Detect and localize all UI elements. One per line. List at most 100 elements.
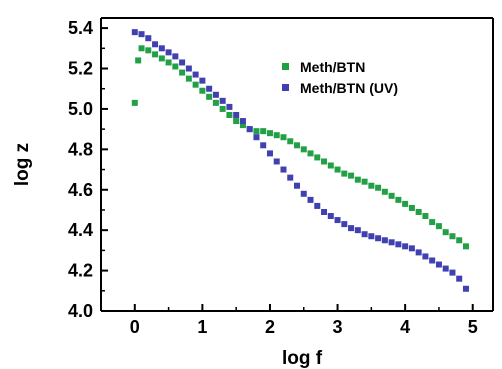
data-point: [266, 130, 273, 137]
y-ticks: 4.0 4.2 4.4 4.6 4.8 5.0 5.2 5.4: [68, 18, 108, 321]
data-point: [449, 269, 456, 276]
data-point: [354, 227, 361, 234]
data-point: [341, 170, 348, 177]
data-point: [280, 166, 287, 173]
data-point: [307, 196, 314, 203]
y-tick-label: 5.4: [68, 18, 93, 38]
data-point: [152, 41, 159, 48]
data-point: [381, 237, 388, 244]
data-point: [341, 221, 348, 228]
data-point: [192, 71, 199, 78]
data-point: [442, 265, 449, 272]
data-point: [361, 231, 368, 238]
data-point: [402, 200, 409, 207]
data-point: [219, 97, 226, 104]
data-point: [294, 182, 300, 189]
data-point: [239, 118, 246, 125]
data-point: [206, 93, 213, 100]
legend-marker-meth-btn: [282, 63, 289, 70]
data-point: [368, 233, 375, 240]
x-tick-label: 2: [265, 317, 275, 337]
data-point: [273, 158, 280, 165]
y-tick-label: 4.2: [68, 261, 93, 281]
x-tick-label: 0: [130, 317, 140, 337]
data-point: [145, 47, 152, 54]
data-point: [368, 182, 375, 189]
data-point: [327, 162, 334, 169]
data-point: [280, 134, 287, 141]
data-point: [415, 249, 422, 256]
data-point: [307, 150, 314, 157]
data-point: [226, 111, 233, 118]
data-point: [422, 253, 429, 260]
data-point: [375, 235, 382, 242]
data-point: [327, 213, 334, 220]
data-point: [321, 158, 328, 165]
y-tick-label: 4.6: [68, 180, 93, 200]
data-point: [388, 239, 395, 246]
data-point: [395, 196, 402, 203]
data-point: [179, 59, 186, 66]
data-point: [145, 35, 152, 42]
data-point: [165, 59, 172, 66]
x-ticks: 0 1 2 3 4 5: [130, 304, 478, 337]
y-tick-label: 4.4: [68, 220, 93, 240]
data-point: [314, 154, 321, 161]
data-point: [456, 237, 463, 244]
data-point: [185, 65, 192, 72]
data-point: [273, 132, 280, 139]
data-point: [253, 128, 260, 135]
x-tick-label: 5: [468, 317, 478, 337]
data-point: [334, 217, 341, 224]
data-point: [375, 184, 382, 191]
data-point: [266, 150, 273, 157]
data-point: [429, 257, 436, 264]
x-tick-label: 1: [197, 317, 207, 337]
legend-label-meth-btn: Meth/BTN: [300, 59, 365, 75]
data-point: [192, 81, 199, 88]
data-point: [402, 243, 409, 250]
data-point: [462, 285, 469, 292]
data-point: [260, 128, 267, 135]
data-point: [199, 77, 206, 84]
series-0: [131, 45, 469, 250]
data-point: [219, 105, 226, 112]
data-point: [300, 190, 307, 197]
data-point: [233, 118, 240, 125]
data-point: [334, 166, 341, 173]
y-axis-title: log z: [12, 143, 33, 186]
data-point: [179, 69, 186, 76]
data-point: [435, 261, 442, 268]
data-point: [131, 99, 138, 106]
data-point: [348, 172, 355, 179]
data-point: [435, 223, 442, 230]
x-tick-label: 4: [400, 317, 410, 337]
data-point: [361, 178, 368, 185]
data-point: [138, 31, 145, 38]
y-tick-label: 5.0: [68, 99, 93, 119]
data-point: [253, 134, 260, 141]
data-point: [422, 213, 429, 220]
series-1: [131, 29, 469, 292]
data-point: [287, 174, 294, 181]
data-point: [381, 188, 388, 195]
data-point: [246, 126, 253, 133]
data-point: [449, 233, 456, 240]
data-point: [408, 245, 415, 252]
data-point: [348, 225, 355, 232]
series-layer: [131, 29, 469, 292]
data-point: [456, 275, 463, 282]
data-point: [131, 29, 138, 36]
data-point: [442, 229, 449, 236]
data-point: [172, 63, 179, 70]
data-point: [321, 208, 328, 215]
data-point: [172, 53, 179, 60]
data-point: [199, 87, 206, 94]
data-point: [212, 99, 219, 106]
data-point: [354, 176, 361, 183]
y-tick-label: 4.0: [68, 301, 93, 321]
data-point: [314, 202, 321, 209]
data-point: [260, 142, 267, 149]
data-point: [226, 103, 233, 110]
